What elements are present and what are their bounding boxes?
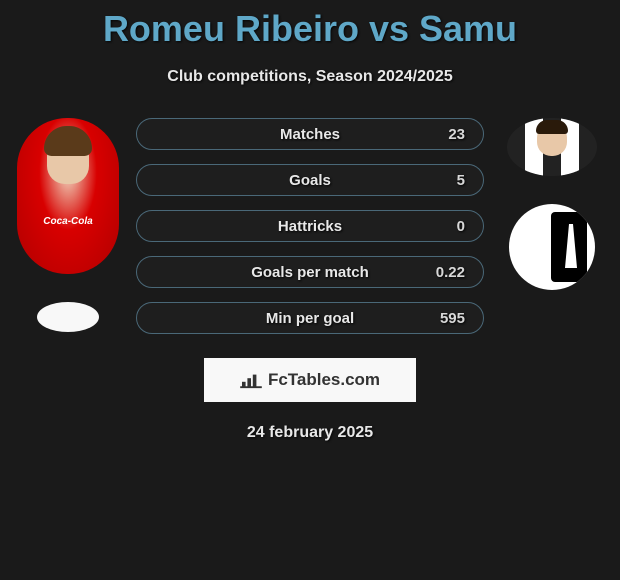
stat-min-per-goal: Min per goal 595 [136, 302, 484, 334]
brand-text: FcTables.com [268, 370, 380, 390]
stat-value: 0.22 [436, 264, 465, 281]
left-player-photo: Coca-Cola [17, 118, 119, 274]
right-player-photo [507, 118, 597, 176]
comparison-subtitle: Club competitions, Season 2024/2025 [0, 68, 620, 86]
stat-goals-per-match: Goals per match 0.22 [136, 256, 484, 288]
left-player-column: Coca-Cola [8, 118, 128, 334]
comparison-content: Coca-Cola Matches 23 Goals 5 Hattricks 0… [0, 118, 620, 334]
stat-value: 23 [448, 126, 465, 143]
stat-label: Goals [289, 172, 331, 189]
stats-column: Matches 23 Goals 5 Hattricks 0 Goals per… [128, 118, 492, 334]
stat-matches: Matches 23 [136, 118, 484, 150]
stat-label: Min per goal [266, 310, 354, 327]
left-shirt-sponsor: Coca-Cola [43, 216, 92, 227]
bar-chart-icon [240, 371, 262, 389]
stat-label: Goals per match [251, 264, 369, 281]
comparison-date: 24 february 2025 [0, 424, 620, 442]
stat-hattricks: Hattricks 0 [136, 210, 484, 242]
stat-label: Matches [280, 126, 340, 143]
stat-value: 5 [457, 172, 465, 189]
stat-goals: Goals 5 [136, 164, 484, 196]
brand-badge: FcTables.com [204, 358, 416, 402]
left-club-badge [37, 302, 99, 332]
comparison-title: Romeu Ribeiro vs Samu [0, 0, 620, 50]
right-club-badge [509, 204, 595, 290]
stat-label: Hattricks [278, 218, 342, 235]
stat-value: 0 [457, 218, 465, 235]
stat-value: 595 [440, 310, 465, 327]
right-player-column [492, 118, 612, 334]
